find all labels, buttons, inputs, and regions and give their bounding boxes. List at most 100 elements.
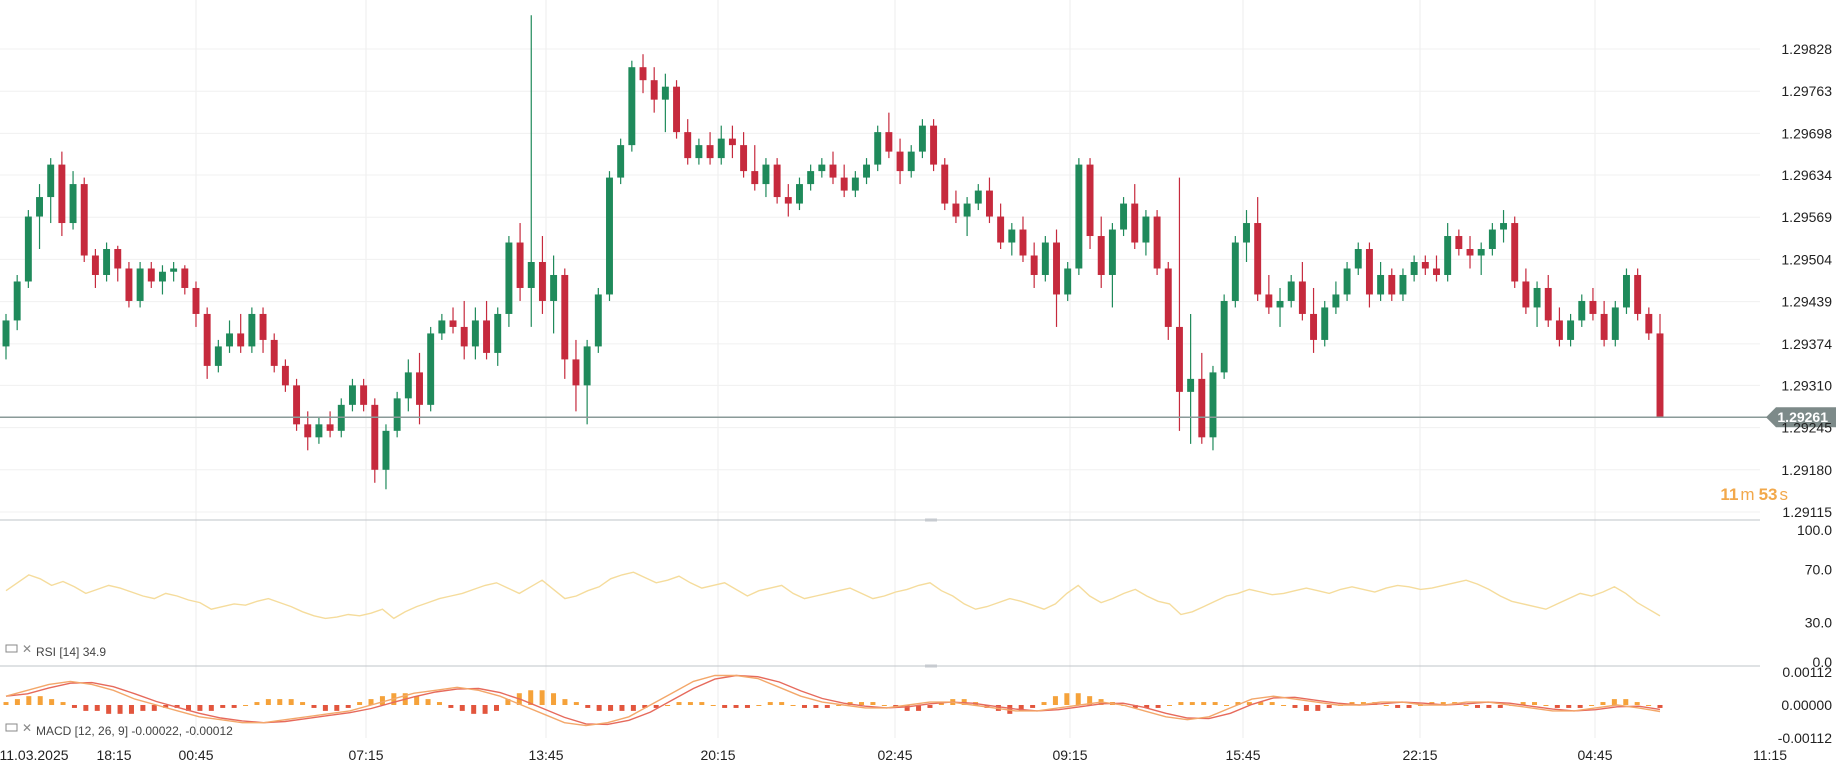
candle-up [158, 271, 166, 282]
macd-histogram-bar-positive [573, 702, 579, 705]
candle-down [751, 171, 759, 185]
candle-down [114, 249, 122, 269]
macd-histogram-bar-positive [3, 702, 9, 705]
candle-down [1019, 229, 1027, 256]
macd-histogram-bar-positive [767, 702, 773, 705]
macd-histogram-bar-positive [528, 690, 534, 705]
candle-up [717, 138, 725, 159]
macd-histogram-bar-positive [1417, 705, 1423, 706]
price-tick-label: 1.29115 [1782, 504, 1832, 520]
candle-down [270, 339, 278, 366]
candle-up [1220, 300, 1228, 373]
candle-down [1310, 313, 1318, 340]
macd-histogram-bar-negative [904, 705, 910, 711]
macd-histogram-bar-positive [1041, 702, 1047, 705]
macd-histogram-bar-positive [1269, 702, 1275, 705]
macd-histogram-bar-negative [151, 705, 157, 711]
grid-lines [0, 0, 1760, 738]
macd-histogram-bar-negative [916, 705, 922, 711]
rsi-close-icon[interactable]: ✕ [22, 642, 32, 656]
candle-up [628, 67, 636, 146]
macd-histogram-bar-positive [436, 702, 442, 705]
candle-down [1254, 223, 1262, 295]
price-tick-label: 1.29504 [1781, 251, 1832, 267]
candle-down [293, 385, 301, 425]
pane-resize-handle[interactable] [925, 664, 937, 668]
candle-up [1075, 164, 1083, 269]
candle-up [1287, 281, 1295, 301]
macd-histogram-bar-positive [836, 705, 842, 706]
candle-up [1321, 307, 1329, 340]
candle-down [1053, 242, 1060, 295]
macd-histogram-bar-negative [106, 705, 112, 714]
macd-histogram-bar-positive [1520, 702, 1526, 705]
macd-histogram-bar-positive [1246, 702, 1252, 705]
macd-histogram-bar-positive [1349, 702, 1355, 705]
candlestick-series [2, 15, 1664, 490]
macd-histogram-bar-positive [1634, 702, 1640, 705]
time-tick-label: 02:45 [877, 747, 912, 763]
macd-histogram-bar-positive [756, 705, 762, 706]
candle-down [1421, 262, 1429, 269]
price-tick-label: 1.29634 [1781, 167, 1832, 183]
macd-histogram-bar-positive [1611, 699, 1617, 705]
macd-close-icon[interactable]: ✕ [22, 721, 32, 735]
candle-up [1578, 300, 1586, 321]
candle-up [1276, 300, 1284, 308]
candle-up [1343, 268, 1351, 295]
candle-up [471, 320, 479, 347]
pane-resize-handle[interactable] [925, 518, 937, 522]
candle-up [248, 313, 256, 347]
candle-up [505, 242, 513, 314]
time-tick-label: 07:15 [348, 747, 383, 763]
macd-histogram-bar-negative [197, 705, 203, 711]
macd-histogram-bar-negative [653, 705, 659, 708]
macd-histogram-bar-positive [1224, 705, 1230, 706]
macd-histogram-bar-positive [881, 705, 887, 706]
macd-histogram-bar-positive [425, 699, 431, 705]
candle-down [483, 320, 491, 353]
pane-dividers[interactable] [0, 518, 1760, 668]
rsi-line [5, 571, 1661, 620]
rsi-legend-label: RSI [14] 34.9 [36, 645, 106, 659]
time-tick-label: 20:15 [700, 747, 735, 763]
macd-histogram-bar-positive [790, 705, 796, 706]
price-tick-label: 1.29245 [1781, 420, 1832, 436]
candle-down [1555, 320, 1563, 340]
candle-down [728, 138, 736, 146]
macd-histogram-bar-positive [665, 705, 671, 706]
price-axis: 1.29828 1.29763 1.29698 1.29634 1.29569 1.295… [1781, 41, 1832, 520]
candle-down [203, 313, 211, 366]
candle-down [360, 385, 368, 405]
macd-histogram-bar-positive [1212, 702, 1218, 705]
candle-up [494, 313, 502, 353]
candle-down [1600, 313, 1608, 340]
macd-histogram-bar-negative [608, 705, 614, 711]
candle-down [650, 80, 658, 100]
candle-up [762, 164, 770, 185]
macd-histogram-bar-positive [49, 699, 55, 705]
candle-down [516, 242, 524, 288]
candle-down [1544, 287, 1552, 321]
macd-histogram-bar-positive [288, 699, 294, 705]
candle-down [1265, 294, 1273, 308]
candle-down [449, 320, 457, 327]
macd-histogram-bar-positive [1075, 693, 1081, 705]
candle-down [181, 268, 189, 288]
rsi-settings-icon[interactable] [5, 644, 18, 653]
candle-up [907, 151, 915, 172]
candle-down [706, 145, 714, 159]
macd-settings-icon[interactable] [5, 723, 18, 732]
candle-down [326, 424, 334, 431]
candle-down [952, 203, 960, 217]
countdown-seconds-unit: s [1779, 485, 1789, 504]
candle-up [382, 430, 390, 470]
macd-histogram-bar-negative [1486, 705, 1492, 708]
candle-up [807, 171, 815, 185]
macd-histogram-bar-negative [1292, 705, 1298, 708]
macd-histogram-bar-negative [1657, 705, 1663, 708]
macd-histogram-bar-negative [1303, 705, 1309, 711]
macd-histogram-bar-negative [459, 705, 465, 711]
candle-up [606, 177, 613, 295]
